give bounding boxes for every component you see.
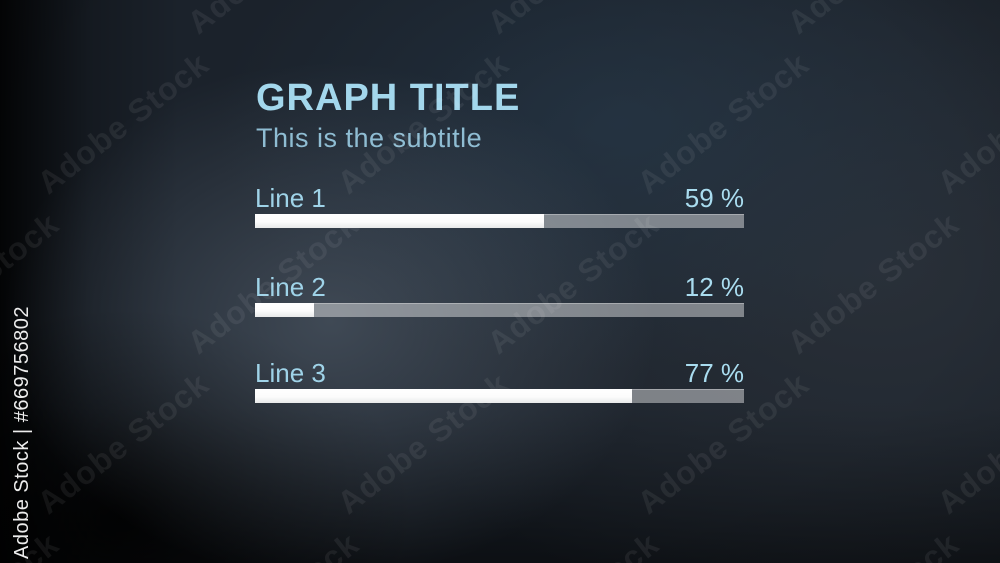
bar-fill [255,303,314,317]
bar-row-header: Line 3 77 % [255,360,744,386]
watermark-tile: Adobe Stock [781,525,967,563]
bar-fill [255,214,544,228]
bar-row-header: Line 2 12 % [255,274,744,300]
bar-label: Line 1 [255,183,326,213]
bar-row-line-2: Line 2 12 % [255,274,744,317]
bar-value: 77 % [684,358,744,388]
bar-row-line-3: Line 3 77 % [255,360,744,403]
watermark-tile: Adobe Stock [930,365,1000,521]
bar-fill [255,389,632,403]
bar-track [255,214,744,228]
chart-subtitle: This is the subtitle [256,123,483,153]
watermark-tile: Adobe Stock [930,45,1000,201]
bar-row-header: Line 1 59 % [255,185,744,211]
bar-chart: GRAPH TITLE This is the subtitle Line 1 … [255,0,744,563]
watermark-tile: Adobe Stock [30,365,216,521]
bar-label: Line 2 [255,272,326,302]
watermark-tile: Adobe Stock [780,205,966,361]
watermark-tile: Adobe Stock [30,45,216,201]
watermark-tile: Adobe Stock [781,0,967,42]
bar-row-line-1: Line 1 59 % [255,185,744,228]
watermark-tile: Adobe Stock [0,0,66,42]
bar-value: 59 % [684,183,744,213]
bar-track [255,303,744,317]
bar-value: 12 % [684,272,744,302]
bar-track [255,389,744,403]
chart-title: GRAPH TITLE [256,77,521,119]
watermark-asset-id: Adobe Stock | #669756802 [11,306,33,559]
bar-label: Line 3 [255,358,326,388]
